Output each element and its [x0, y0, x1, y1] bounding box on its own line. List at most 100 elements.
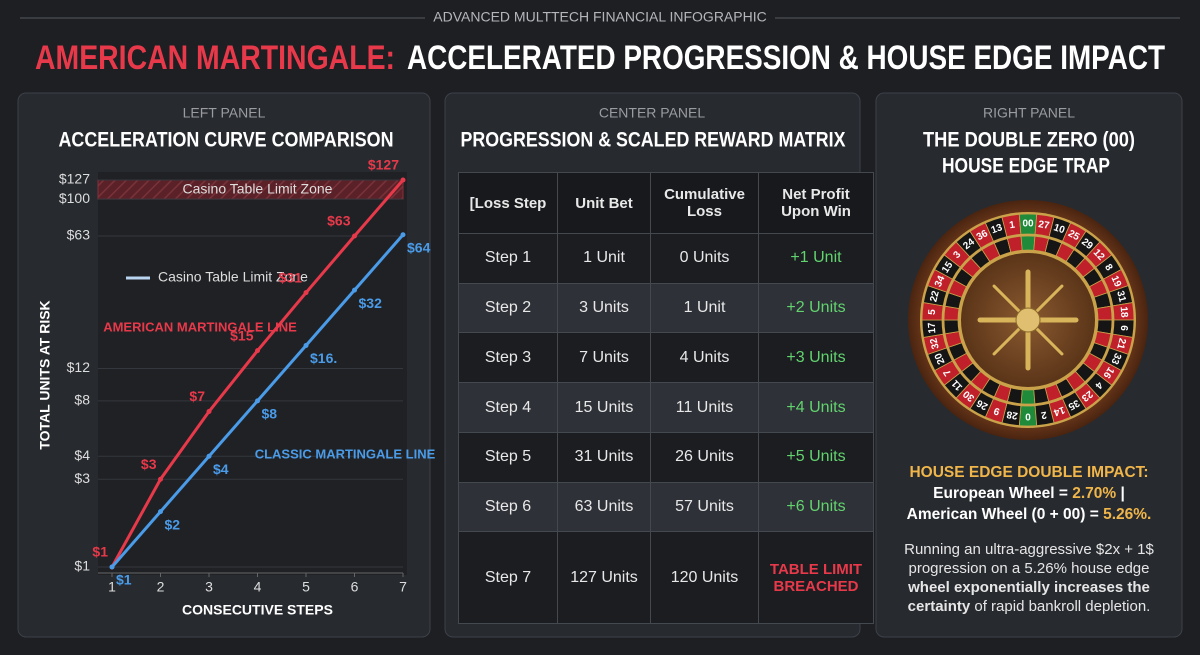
x-tick-label: 2 — [157, 579, 165, 595]
cell: Step 2 — [458, 282, 558, 334]
point — [400, 177, 406, 183]
pocket-number: 22 — [928, 289, 942, 303]
cell: +5 Units — [758, 431, 874, 483]
table-row: Step 4 15 Units 11 Units +4 Units — [458, 382, 874, 433]
european-line: European Wheel = 2.70% | — [886, 483, 1172, 504]
text: of rapid bankroll depletion. — [974, 598, 1151, 615]
panel-label: CENTER PANEL — [599, 105, 706, 121]
pocket-number: 21 — [1114, 337, 1128, 351]
pocket-number: 13 — [990, 222, 1005, 236]
series-name: AMERICAN MARTINGALE LINE — [103, 319, 297, 334]
y-tick-label: $127 — [59, 171, 90, 187]
value-label: $63 — [327, 213, 351, 229]
cell: 4 Units — [650, 332, 759, 384]
panel-title: THE DOUBLE ZERO (00) — [923, 129, 1135, 152]
point — [303, 290, 309, 296]
title: ACCELERATED PROGRESSION & HOUSE EDGE IMP… — [407, 39, 1165, 77]
chart: Casino Table Limit Zone$1$3$4$8$12$63$10… — [37, 157, 436, 618]
impact-heading: HOUSE EDGE DOUBLE IMPACT: — [909, 464, 1149, 481]
plot-area — [98, 172, 407, 575]
pocket-number: 3 — [952, 249, 964, 261]
point — [400, 232, 406, 238]
pocket-inner — [1020, 235, 1036, 251]
panel-label: LEFT PANEL — [183, 105, 266, 121]
pocket-number: 28 — [1005, 408, 1018, 421]
body-text: Running an ultra-aggressive $2x + 1$ pro… — [886, 540, 1172, 616]
pocket-number: 27 — [1037, 219, 1050, 232]
value-label: $1 — [92, 544, 108, 560]
y-tick-label: $100 — [59, 190, 90, 206]
emphasis: wheel exponentially increases the certai… — [907, 579, 1150, 615]
pocket-number: 6 — [1118, 325, 1129, 332]
pocket-number: 36 — [975, 228, 990, 243]
pocket-number: 9 — [992, 404, 1001, 416]
pocket-number: 4 — [1092, 379, 1104, 391]
point — [158, 509, 163, 515]
table-row: Step 7 127 Units 120 Units TABLE LIMIT BREA… — [458, 531, 874, 624]
pocket-number: 7 — [941, 367, 953, 378]
cell: 0 Units — [650, 233, 759, 284]
cell: +6 Units — [758, 481, 874, 533]
pocket-number: 35 — [1066, 397, 1081, 412]
value-label: $127 — [368, 157, 399, 173]
cell: 7 Units — [557, 332, 651, 384]
label: American Wheel (0 + 00) = — [906, 506, 1099, 523]
cell: 57 Units — [650, 481, 759, 533]
cell: 31 Units — [557, 431, 651, 483]
impact-block: HOUSE EDGE DOUBLE IMPACT: European Wheel… — [886, 462, 1172, 525]
pocket-number: 00 — [1022, 219, 1034, 230]
label: European Wheel = — [933, 485, 1068, 502]
pocket-inner — [1020, 389, 1036, 405]
pocket-number: 25 — [1066, 228, 1081, 243]
pocket-number: 0 — [1025, 410, 1031, 421]
panel-title: PROGRESSION & SCALED REWARD MATRIX — [461, 129, 846, 152]
y-tick-label: $12 — [67, 359, 91, 375]
cell: +4 Units — [758, 382, 874, 433]
y-tick-label: $3 — [74, 470, 90, 486]
value-label: $31 — [279, 269, 303, 285]
value-label: $16. — [310, 350, 337, 366]
series-name: CLASSIC MARTINGALE LINE — [255, 446, 436, 461]
pocket-number: 10 — [1052, 222, 1067, 236]
value-label: $3 — [141, 456, 157, 472]
point — [206, 409, 212, 415]
pocket-number: 5 — [927, 308, 938, 315]
x-tick-label: 4 — [254, 579, 262, 595]
cell: Step 5 — [458, 431, 558, 483]
cell: 26 Units — [650, 431, 759, 483]
y-axis-title: TOTAL UNITS AT RISK — [37, 300, 53, 449]
cell: Step 6 — [458, 481, 558, 533]
y-tick-label: $4 — [74, 447, 90, 463]
header-row: [Loss Step Unit Bet Cumulative Loss Net Pro… — [458, 172, 874, 234]
value-label: $15 — [230, 327, 254, 343]
point — [158, 476, 163, 482]
value: 2.70% — [1072, 485, 1117, 502]
pocket-inner — [1096, 305, 1113, 321]
cell: 1 Unit — [557, 233, 651, 284]
point — [109, 564, 115, 570]
column-header: Unit Bet — [557, 172, 651, 234]
x-tick-label: 3 — [205, 579, 213, 595]
cell: TABLE LIMIT BREACHED — [758, 531, 874, 624]
pocket-number: 26 — [974, 397, 989, 412]
point — [255, 398, 260, 404]
x-tick-label: 7 — [399, 579, 407, 595]
reward-table: [Loss Step Unit Bet Cumulative Loss Net Pro… — [458, 172, 874, 624]
cell: 1 Unit — [650, 282, 759, 334]
column-header: Net Profit Upon Win — [758, 172, 874, 234]
limit-zone-label: Casino Table Limit Zone — [183, 180, 333, 196]
x-tick-label: 5 — [302, 579, 310, 595]
value-label: $1 — [116, 572, 132, 588]
cell: +3 Units — [758, 332, 874, 384]
table-row: Step 6 63 Units 57 Units +6 Units — [458, 481, 874, 533]
hub — [1015, 307, 1041, 333]
pocket-number: 33 — [1108, 351, 1123, 366]
panel-label: RIGHT PANEL — [983, 105, 1075, 121]
x-tick-label: 6 — [351, 579, 359, 595]
point — [303, 342, 309, 348]
cell: +1 Unit — [758, 233, 874, 284]
